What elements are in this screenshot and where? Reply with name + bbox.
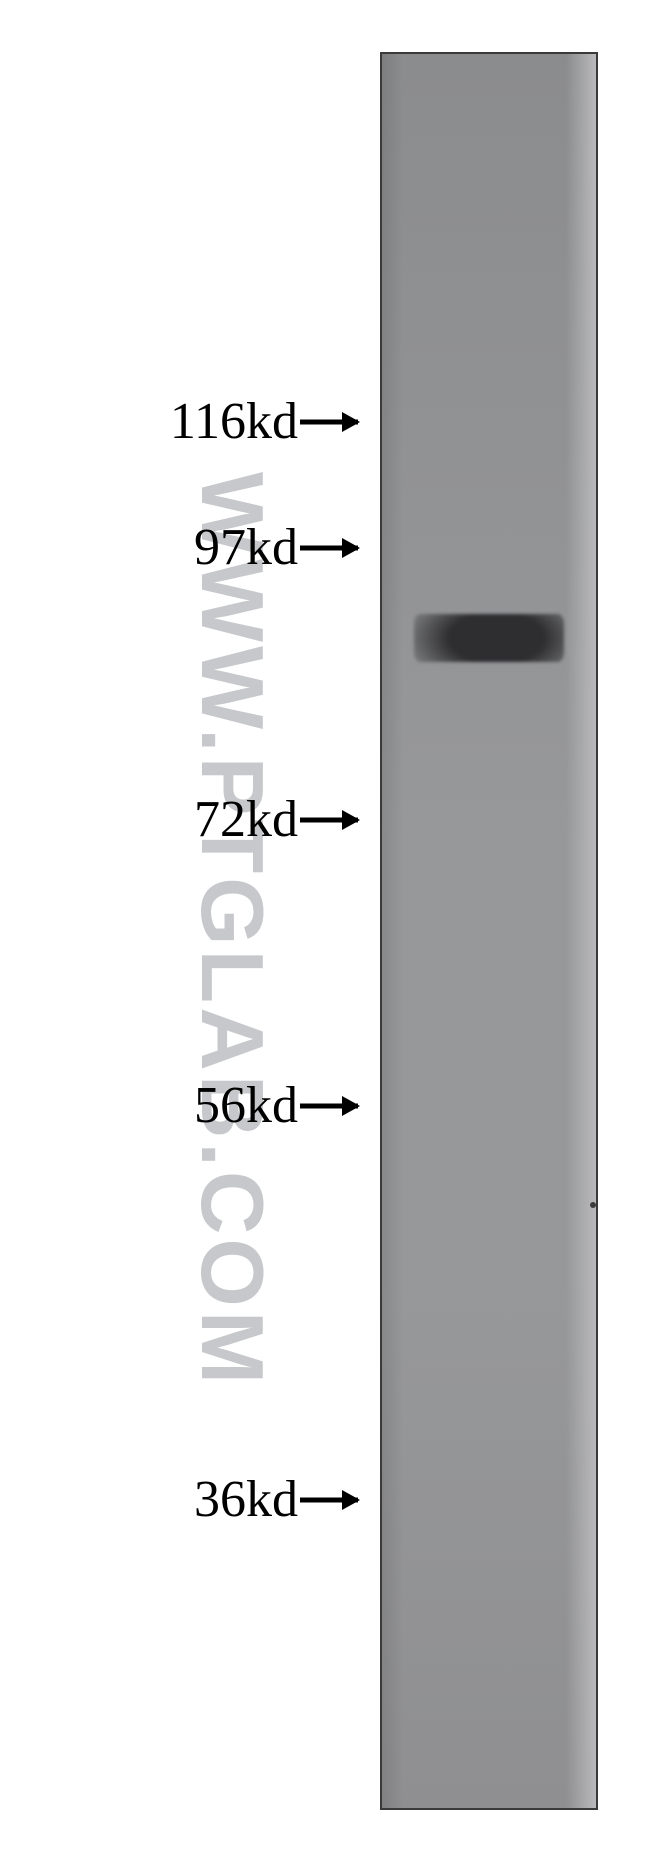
- watermark-text: WWW.PTGLAB.COM: [181, 472, 283, 1388]
- mw-marker-row: 116kd: [0, 392, 360, 452]
- protein-band: [414, 614, 564, 662]
- arrow-right-icon: [300, 410, 360, 434]
- gel-lane: [380, 52, 598, 1810]
- mw-marker-label: 72kd: [194, 794, 298, 846]
- mw-marker-label: 36kd: [194, 1474, 298, 1526]
- mw-marker-row: 36kd: [0, 1470, 360, 1530]
- mw-marker-label: 97kd: [194, 522, 298, 574]
- mw-marker-label: 116kd: [170, 396, 298, 448]
- western-blot-figure: WWW.PTGLAB.COM 116kd 97kd 72kd 56kd 36kd: [0, 0, 650, 1855]
- mw-marker-row: 72kd: [0, 790, 360, 850]
- gel-lane-fill: [382, 54, 596, 1808]
- arrow-right-icon: [300, 1488, 360, 1512]
- arrow-right-icon: [300, 1094, 360, 1118]
- mw-marker-row: 97kd: [0, 518, 360, 578]
- arrow-right-icon: [300, 536, 360, 560]
- mw-marker-row: 56kd: [0, 1076, 360, 1136]
- arrow-right-icon: [300, 808, 360, 832]
- mw-marker-label: 56kd: [194, 1080, 298, 1132]
- film-speck: [590, 1202, 596, 1208]
